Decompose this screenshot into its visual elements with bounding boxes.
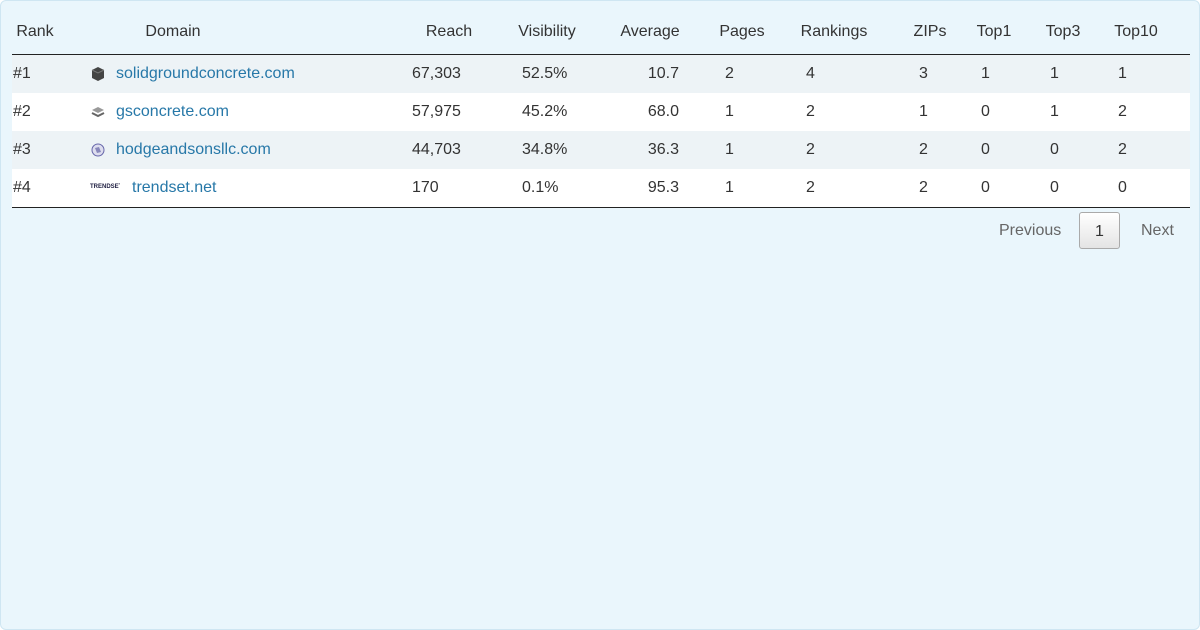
table-cell: 0 (1050, 141, 1059, 158)
header-rule (12, 54, 1190, 55)
table-cell: 34.8% (522, 141, 568, 158)
table-cell: 0 (1118, 179, 1127, 196)
next-button[interactable]: Next (1141, 222, 1174, 239)
domain-link[interactable]: gsconcrete.com (116, 103, 229, 120)
table-cell: 52.5% (522, 65, 568, 82)
column-header: Rankings (800, 23, 868, 40)
previous-button[interactable]: Previous (999, 222, 1062, 239)
domain-link[interactable]: trendset.net (132, 179, 217, 196)
table-cell: 44,703 (412, 141, 461, 158)
table-cell: 1 (1050, 103, 1059, 120)
table-cell: 1 (1050, 65, 1059, 82)
table-cell: 1 (725, 179, 734, 196)
column-header: ZIPs (913, 23, 947, 40)
table-cell: 0 (981, 141, 990, 158)
table-cell: 67,303 (412, 65, 461, 82)
table-cell: 36.3 (647, 141, 679, 158)
column-header: Domain (145, 23, 201, 40)
table-cell: 95.3 (647, 179, 679, 196)
table-cell: 170 (412, 179, 439, 196)
table-cell: 3 (919, 65, 928, 82)
column-header: Top3 (1045, 23, 1081, 40)
table-cell: 1 (919, 103, 928, 120)
site-icon: TRENDSET (90, 180, 123, 190)
column-header: Top10 (1114, 23, 1158, 40)
table-cell: #3 (13, 141, 31, 158)
page-button[interactable]: 1 (1079, 212, 1120, 249)
table-cell: #2 (13, 103, 31, 120)
site-icon (90, 104, 106, 120)
row-bg (12, 93, 1190, 131)
table-cell: 2 (806, 103, 815, 120)
svg-text:TRENDSET: TRENDSET (90, 184, 120, 190)
site-icon (90, 142, 106, 158)
table-cell: 1 (1118, 65, 1127, 82)
table-cell: 2 (806, 179, 815, 196)
table-cell: 45.2% (522, 103, 568, 120)
table-cell: 4 (806, 65, 815, 82)
table-cell: #4 (13, 179, 31, 196)
table-cell: #1 (13, 65, 31, 82)
table-cell: 2 (919, 179, 928, 196)
table-cell: 1 (981, 65, 990, 82)
row-bg (12, 55, 1190, 93)
site-icon (90, 66, 106, 82)
column-header: Average (620, 23, 680, 40)
table-cell: 2 (806, 141, 815, 158)
table-cell: 2 (1118, 141, 1127, 158)
table-cell: 68.0 (647, 103, 679, 120)
table-rule (12, 207, 1190, 208)
column-header: Rank (16, 23, 54, 40)
table-cell: 2 (1118, 103, 1127, 120)
table-cell: 1 (725, 141, 734, 158)
table-cell: 0 (981, 179, 990, 196)
column-header: Top1 (976, 23, 1012, 40)
table-cell: 0 (981, 103, 990, 120)
row-bg (12, 131, 1190, 169)
row-bg (12, 169, 1190, 207)
table-cell: 57,975 (412, 103, 461, 120)
table-cell: 2 (725, 65, 734, 82)
column-header: Pages (719, 23, 765, 40)
table-cell: 0.1% (522, 179, 559, 196)
domain-link[interactable]: solidgroundconcrete.com (116, 65, 295, 82)
table-cell: 1 (725, 103, 734, 120)
table-cell: 10.7 (647, 65, 679, 82)
column-header: Visibility (518, 23, 576, 40)
table-cell: 0 (1050, 179, 1059, 196)
column-header: Reach (425, 23, 473, 40)
domain-link[interactable]: hodgeandsonsllc.com (116, 141, 271, 158)
table-cell: 2 (919, 141, 928, 158)
